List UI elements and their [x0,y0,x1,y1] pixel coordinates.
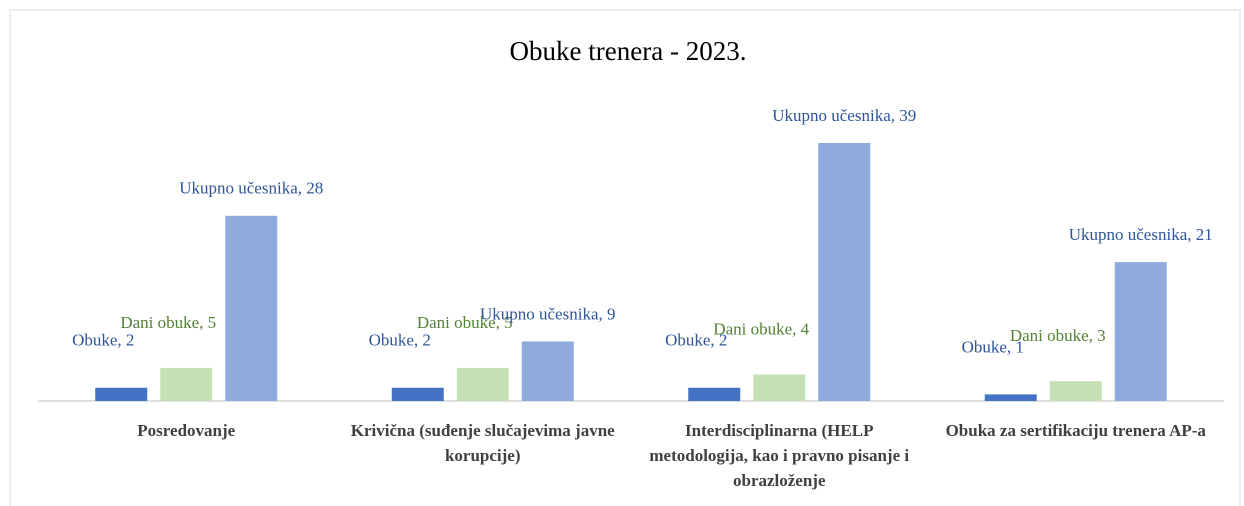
bar [753,374,806,401]
bar [225,215,278,401]
chart-title: Obuke trenera - 2023. [510,36,747,66]
data-label: Dani obuke, 5 [120,313,216,332]
bar [391,387,444,401]
data-label: Ukupno učesnika, 39 [772,106,916,125]
data-label: Dani obuke, 4 [713,319,809,338]
bar [1049,381,1102,401]
bar [984,394,1037,401]
data-label: Obuke, 1 [962,337,1024,356]
bar [1114,262,1167,401]
bar [160,367,213,401]
data-label: Obuke, 2 [72,331,134,350]
bar [521,341,574,401]
data-label: Obuke, 2 [369,331,431,350]
data-label: Obuke, 2 [665,331,727,350]
chart-border [9,9,1241,506]
bar [95,387,148,401]
data-label: Ukupno učesnika, 21 [1069,225,1213,244]
data-label: Dani obuke, 5 [417,313,513,332]
data-label: Dani obuke, 3 [1010,326,1106,345]
x-tick-label: Krivična (suđenje slučajevima javne koru… [350,421,615,465]
data-label: Ukupno učesnika, 9 [480,304,616,323]
data-label: Ukupno učesnika, 28 [179,179,323,198]
bar [688,387,741,401]
x-tick-label: Obuka za sertifikaciju trenera AP-a [945,421,1206,440]
x-tick-label: Interdisciplinarna (HELP metodologija, k… [649,421,910,490]
x-tick-label: Posredovanje [137,421,236,440]
bar [456,367,509,401]
bar [818,143,871,401]
